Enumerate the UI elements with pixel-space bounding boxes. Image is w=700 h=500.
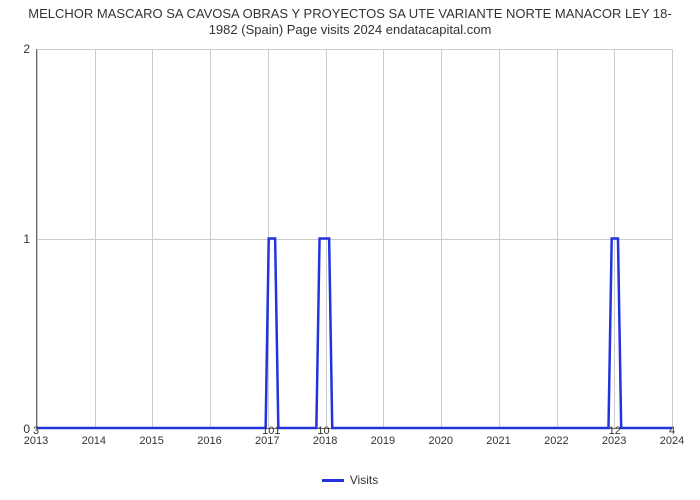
x-tick: 2014 [82,435,106,447]
bottom-label-right1: 12 [609,425,621,437]
x-tick: 2019 [371,435,395,447]
title-line-1: MELCHOR MASCARO SA CAVOSA OBRAS Y PROYEC… [28,6,671,21]
visits-line [37,49,672,428]
x-tick: 2022 [544,435,568,447]
title-line-2: 1982 (Spain) Page visits 2024 endatacapi… [209,22,492,37]
bottom-label-right2: 4 [669,425,675,437]
legend-swatch [322,479,344,482]
plot-area [36,49,672,429]
x-tick: 2015 [139,435,163,447]
y-tick-2: 2 [0,42,30,56]
x-tick: 2021 [486,435,510,447]
y-tick-0: 0 [0,422,30,436]
x-tick: 2016 [197,435,221,447]
y-tick-1: 1 [0,232,30,246]
grid-v [672,49,673,428]
legend: Visits [0,469,700,487]
chart-title: MELCHOR MASCARO SA CAVOSA OBRAS Y PROYEC… [0,0,700,39]
legend-label: Visits [350,473,378,487]
bottom-label-mid1: 101 [262,425,280,437]
bottom-label-mid2: 10 [317,425,329,437]
x-tick: 2020 [428,435,452,447]
bottom-label-left: 3 [33,425,39,437]
chart-container: 0 1 2 2013 2014 2015 2016 2017 2018 2019… [0,39,700,469]
